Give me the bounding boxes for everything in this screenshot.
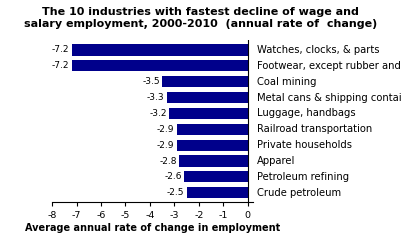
Text: Watches, clocks, & parts: Watches, clocks, & parts xyxy=(257,45,379,55)
Bar xyxy=(177,124,248,135)
Text: -2.6: -2.6 xyxy=(164,172,182,181)
Bar xyxy=(184,171,248,183)
Text: The 10 industries with fastest decline of wage and
salary employment, 2000-2010 : The 10 industries with fastest decline o… xyxy=(24,7,377,29)
X-axis label: Average annual rate of change in employment: Average annual rate of change in employm… xyxy=(25,223,280,233)
Text: Luggage, handbags: Luggage, handbags xyxy=(257,109,355,119)
Text: -7.2: -7.2 xyxy=(52,45,69,55)
Bar xyxy=(162,76,248,87)
Text: Footwear, except rubber and plastic: Footwear, except rubber and plastic xyxy=(257,61,401,71)
Text: Apparel: Apparel xyxy=(257,156,295,166)
Text: -7.2: -7.2 xyxy=(52,61,69,70)
Bar xyxy=(167,92,248,103)
Text: -2.5: -2.5 xyxy=(167,188,184,197)
Text: -3.3: -3.3 xyxy=(147,93,164,102)
Bar xyxy=(170,108,248,119)
Text: Coal mining: Coal mining xyxy=(257,77,316,87)
Text: -2.9: -2.9 xyxy=(157,125,174,134)
Bar xyxy=(72,60,248,71)
Bar xyxy=(179,155,248,167)
Bar xyxy=(177,140,248,151)
Text: Private households: Private households xyxy=(257,140,352,150)
Text: Metal cans & shipping containers: Metal cans & shipping containers xyxy=(257,93,401,103)
Text: -3.2: -3.2 xyxy=(150,109,167,118)
Text: Railroad transportation: Railroad transportation xyxy=(257,124,372,134)
Bar xyxy=(72,45,248,55)
Bar xyxy=(186,187,248,198)
Text: Crude petroleum: Crude petroleum xyxy=(257,188,341,198)
Text: -2.8: -2.8 xyxy=(159,157,177,166)
Text: Petroleum refining: Petroleum refining xyxy=(257,172,349,182)
Text: -3.5: -3.5 xyxy=(142,77,160,86)
Text: -2.9: -2.9 xyxy=(157,141,174,150)
